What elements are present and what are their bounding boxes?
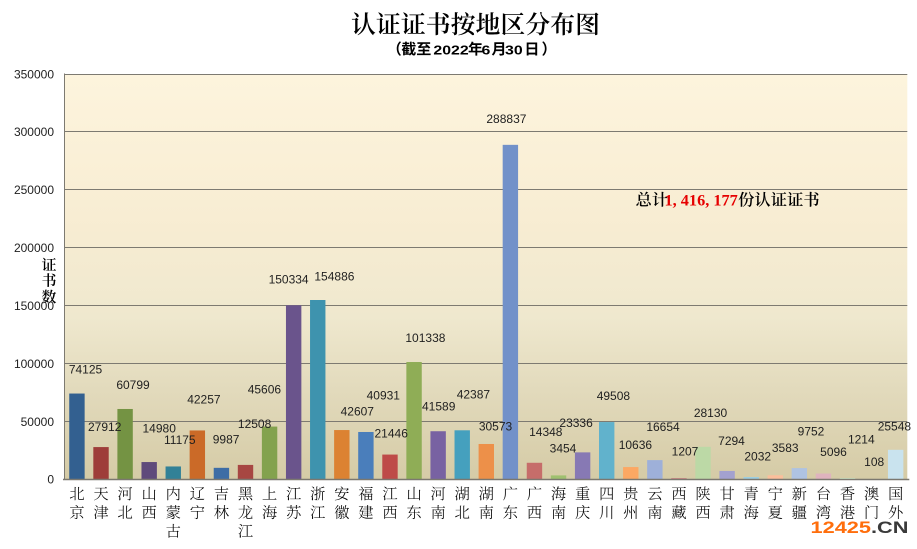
svg-text:300000: 300000 — [14, 125, 54, 139]
svg-text:100000: 100000 — [14, 357, 54, 371]
svg-text:150334: 150334 — [269, 272, 309, 286]
svg-text:6: 6 — [482, 44, 491, 58]
svg-text:101338: 101338 — [405, 331, 445, 345]
svg-text:12425.CN: 12425.CN — [811, 518, 909, 537]
svg-text:12508: 12508 — [238, 417, 272, 431]
svg-text:45606: 45606 — [248, 383, 282, 397]
svg-text:27912: 27912 — [88, 420, 122, 434]
svg-text:9752: 9752 — [798, 424, 825, 438]
svg-text:23336: 23336 — [559, 416, 593, 430]
svg-text:60799: 60799 — [116, 378, 150, 392]
svg-text:30573: 30573 — [479, 419, 513, 433]
svg-text:108: 108 — [864, 455, 884, 469]
svg-text:28130: 28130 — [694, 406, 728, 420]
svg-text:9987: 9987 — [213, 432, 240, 446]
svg-text:10636: 10636 — [619, 438, 653, 452]
svg-text:1207: 1207 — [672, 444, 699, 458]
svg-text:154886: 154886 — [314, 270, 354, 284]
svg-text:2022: 2022 — [433, 44, 468, 58]
svg-text:3583: 3583 — [772, 441, 799, 455]
svg-text:5096: 5096 — [820, 445, 847, 459]
svg-text:40931: 40931 — [367, 389, 401, 403]
svg-text:0: 0 — [47, 473, 54, 487]
svg-text:150000: 150000 — [14, 299, 54, 313]
svg-text:42607: 42607 — [341, 404, 375, 418]
svg-text:50000: 50000 — [21, 415, 55, 429]
svg-text:49508: 49508 — [597, 389, 631, 403]
svg-text:3454: 3454 — [550, 442, 577, 456]
svg-text:42257: 42257 — [187, 393, 221, 407]
svg-text:74125: 74125 — [69, 362, 103, 376]
svg-text:2032: 2032 — [744, 450, 771, 464]
svg-text:350000: 350000 — [14, 67, 54, 81]
svg-text:11175: 11175 — [164, 433, 196, 447]
svg-text:30: 30 — [505, 44, 523, 58]
svg-text:1, 416, 177: 1, 416, 177 — [665, 191, 738, 210]
svg-text:41589: 41589 — [422, 399, 456, 413]
svg-text:7294: 7294 — [718, 434, 745, 448]
svg-text:250000: 250000 — [14, 183, 54, 197]
svg-text:14980: 14980 — [143, 421, 177, 435]
svg-text:42387: 42387 — [457, 388, 491, 402]
svg-text:25548: 25548 — [878, 419, 912, 433]
svg-text:200000: 200000 — [14, 241, 54, 255]
svg-text:1214: 1214 — [848, 432, 875, 446]
svg-text:14348: 14348 — [529, 425, 563, 439]
svg-text:21446: 21446 — [375, 426, 409, 440]
svg-text:288837: 288837 — [486, 112, 526, 126]
svg-text:16654: 16654 — [646, 420, 680, 434]
